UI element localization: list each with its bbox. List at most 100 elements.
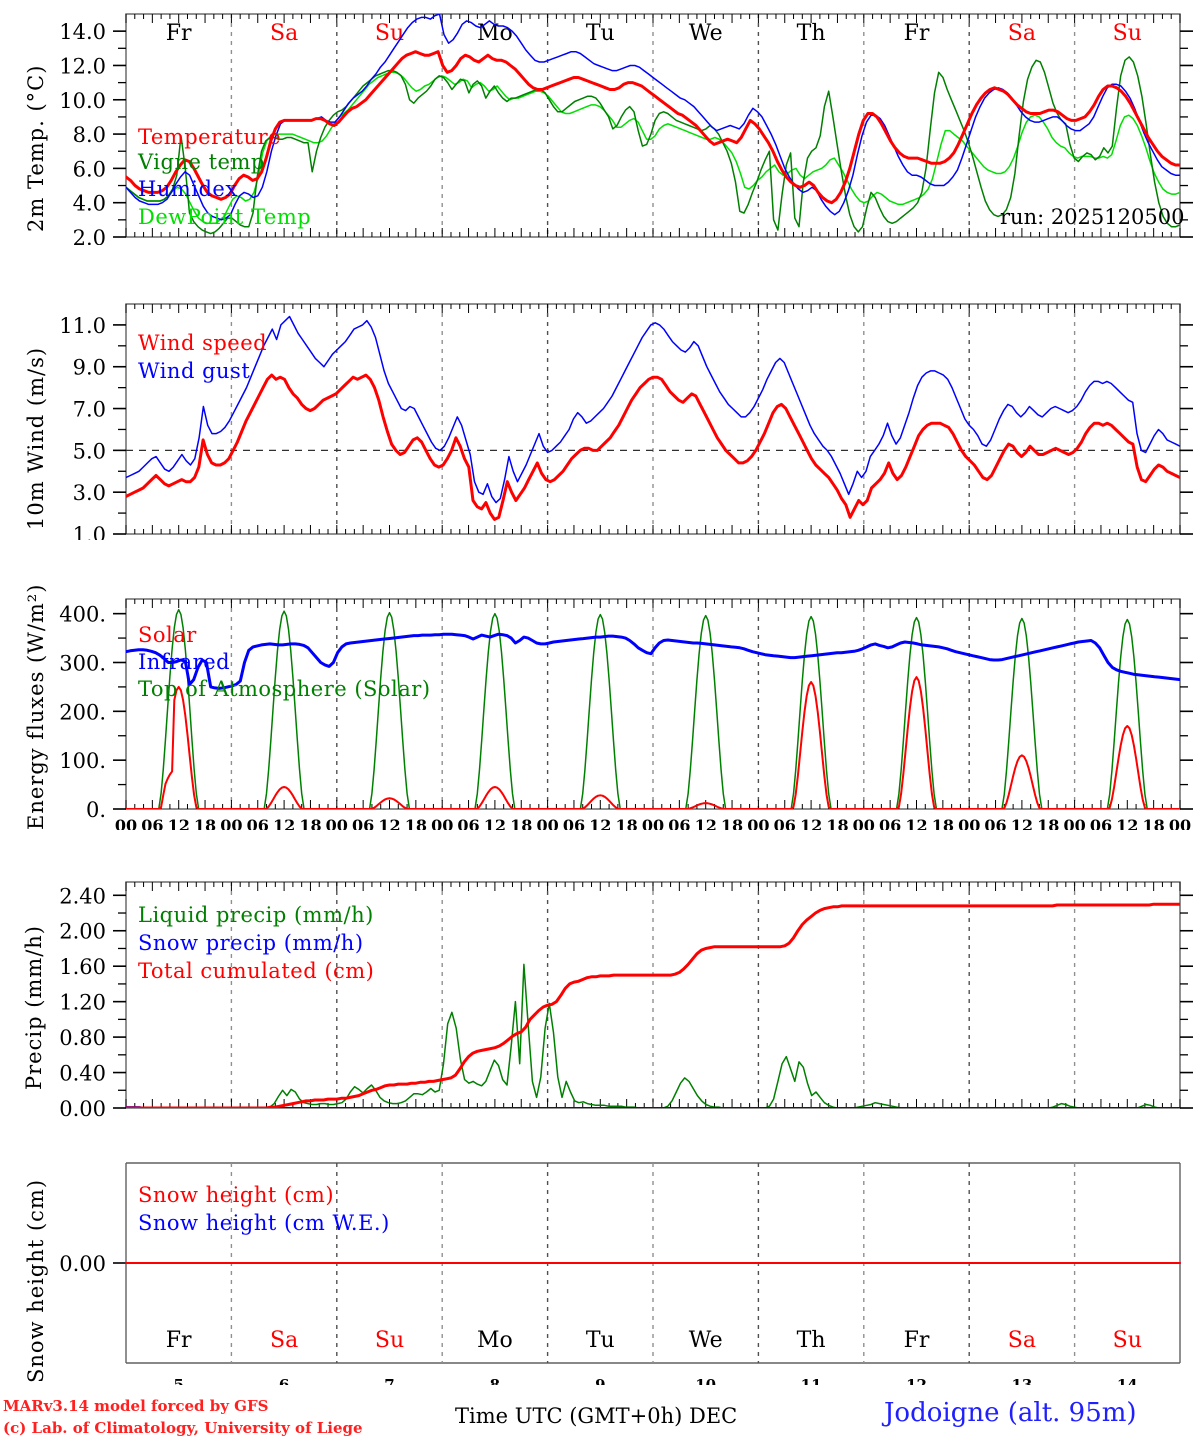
- x-hour-label: 00: [115, 1115, 137, 1118]
- y-tick-label: 400.: [59, 603, 106, 627]
- x-hour-label: 18: [194, 1115, 216, 1118]
- temperature-y-axis-label: 2m Temp. (°C): [24, 64, 48, 232]
- x-hour-label: 00: [958, 816, 980, 830]
- x-hour-label: 12: [800, 816, 822, 830]
- x-hour-label: 00: [853, 244, 875, 245]
- x-hour-label: 06: [774, 816, 796, 830]
- x-hour-label: 12: [1011, 244, 1033, 245]
- footer-copyright-line: (c) Lab. of Climatology, University of L…: [3, 1419, 363, 1437]
- day-of-week-label: Sa: [270, 21, 298, 46]
- series-line: [126, 50, 1180, 205]
- x-hour-label: 06: [457, 816, 479, 830]
- y-tick-label: 4.0: [73, 192, 106, 216]
- x-hour-label: 18: [932, 816, 954, 830]
- snow-plot: 0.00 Fr Sa Su Mo Tu We Th Fr Sa Su 5 6 7 8 9 10 11 12 13 14: [59, 1162, 1181, 1385]
- x-hour-label: 00: [431, 816, 453, 830]
- x-hour-label: 12: [1116, 816, 1138, 830]
- series-group: [126, 315, 1180, 521]
- x-hour-label: 12: [168, 244, 190, 245]
- x-hour-label: 18: [299, 244, 321, 245]
- x-hour-label: 06: [457, 1115, 479, 1118]
- series-group: [126, 14, 1180, 235]
- day-of-week-label: Th: [797, 21, 826, 46]
- series-group: [126, 902, 1180, 1108]
- y-tick-label: 100.: [59, 749, 106, 773]
- x-hour-label: 06: [984, 816, 1006, 830]
- legend-dewpoint: DewPoint Temp: [138, 205, 312, 229]
- x-hour-label: 18: [616, 1115, 638, 1118]
- axes: [113, 303, 1193, 535]
- y-tick-label: 300.: [59, 651, 106, 675]
- x-hour-label: 06: [563, 1115, 585, 1118]
- x-hour-label: 18: [826, 1115, 848, 1118]
- x-hour-label: 12: [378, 244, 400, 245]
- x-hour-label: 12: [378, 1115, 400, 1118]
- y-tick-label: 1.0: [73, 523, 106, 540]
- x-hour-label: 18: [721, 816, 743, 830]
- y-tick-label: 10.0: [59, 89, 106, 113]
- x-hour-label: 18: [1037, 244, 1059, 245]
- x-hour-label: 06: [1090, 1115, 1112, 1118]
- day-of-week-label: Sa: [1008, 1328, 1036, 1353]
- x-hour-label: 06: [247, 816, 269, 830]
- x-hour-label: 18: [299, 816, 321, 830]
- x-hour-label: 06: [1090, 816, 1112, 830]
- x-hour-label: 12: [484, 816, 506, 830]
- x-day-number: 10: [695, 1376, 716, 1385]
- y-tick-label: 11.0: [59, 314, 106, 338]
- x-hour-label: 06: [774, 244, 796, 245]
- x-hour-label: 12: [484, 244, 506, 245]
- temperature-plot: 2.04.06.08.010.012.014.000061218DEC 5000…: [59, 13, 1193, 245]
- x-hour-label: 00: [536, 244, 558, 245]
- y-tick-label: 14.0: [59, 20, 106, 44]
- y-tick-label: 0.40: [59, 1062, 106, 1086]
- x-day-number: 11: [801, 1376, 822, 1385]
- x-hour-label: 18: [932, 244, 954, 245]
- x-day-number: 14: [1117, 1376, 1138, 1385]
- x-hour-label: 06: [141, 816, 163, 830]
- day-of-week-label: Fr: [166, 1328, 192, 1353]
- y-tick-label: 0.80: [59, 1026, 106, 1050]
- x-hour-label: 06: [563, 244, 585, 245]
- day-of-week-label: Fr: [904, 1328, 930, 1353]
- legend-temperature: Temperature: [138, 125, 282, 149]
- day-of-week-label: We: [689, 1328, 723, 1353]
- x-hour-label: 12: [273, 816, 295, 830]
- legend-snow-precip: Snow precip (mm/h): [138, 931, 364, 955]
- x-day-number: 6: [279, 1376, 289, 1385]
- day-of-week-label: Fr: [904, 21, 930, 46]
- x-hour-label: 12: [378, 816, 400, 830]
- x-hour-label: 12: [800, 244, 822, 245]
- x-hour-label: 12: [589, 244, 611, 245]
- footer-model-line: MARv3.14 model forced by GFS: [3, 1397, 269, 1415]
- snow-y-axis-label: Snow height (cm): [24, 1178, 48, 1383]
- x-hour-label: 18: [510, 816, 532, 830]
- x-hour-label: 00: [747, 816, 769, 830]
- x-hour-label: 00: [326, 244, 348, 245]
- x-hour-label: 06: [668, 816, 690, 830]
- x-hour-label: 06: [668, 244, 690, 245]
- y-tick-label: 2.0: [73, 226, 106, 245]
- x-hour-label: 18: [1143, 244, 1165, 245]
- x-axis-title: Time UTC (GMT+0h) DEC: [455, 1404, 738, 1428]
- x-hour-label: 00: [853, 1115, 875, 1118]
- x-day-number: 9: [595, 1376, 605, 1385]
- x-hour-label: 18: [932, 1115, 954, 1118]
- series-line: [126, 902, 1180, 1108]
- y-tick-label: 0.00: [59, 1252, 106, 1276]
- x-hour-label: 18: [1037, 1115, 1059, 1118]
- day-of-week-label: Fr: [166, 21, 192, 46]
- x-hour-label: 18: [510, 1115, 532, 1118]
- x-hour-label: 12: [589, 1115, 611, 1118]
- y-tick-label: 12.0: [59, 54, 106, 78]
- y-tick-label: 5.0: [73, 439, 106, 463]
- x-hour-label: 18: [1037, 816, 1059, 830]
- x-hour-label: 12: [589, 816, 611, 830]
- x-hour-label: 00: [1169, 1115, 1191, 1118]
- x-hour-label: 00: [958, 1115, 980, 1118]
- day-of-week-label: Su: [375, 21, 404, 46]
- x-hour-label: 12: [1011, 816, 1033, 830]
- x-hour-label: 18: [405, 244, 427, 245]
- x-hour-label: 18: [194, 244, 216, 245]
- legend-infrared: Infrared: [138, 650, 231, 674]
